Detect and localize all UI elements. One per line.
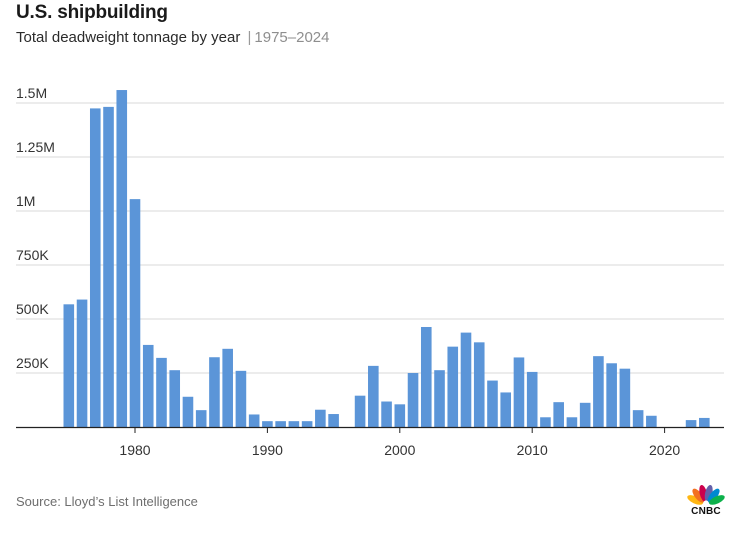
bar-2012 <box>553 402 564 427</box>
bar-1988 <box>235 370 247 427</box>
bar-1975 <box>63 304 75 427</box>
source-note: Source: Lloyd’s List Intelligence <box>16 494 198 509</box>
bar-2023 <box>699 417 710 427</box>
bar-1992 <box>288 421 300 427</box>
bar-1977 <box>89 108 101 428</box>
bar-1990 <box>262 421 273 427</box>
bar-1997 <box>354 395 366 427</box>
bar-2007 <box>487 380 498 427</box>
bar-2008 <box>500 392 512 427</box>
y-tick-label: 500K <box>16 301 49 317</box>
cnbc-logo-text: CNBC <box>691 506 721 517</box>
cnbc-logo: CNBC <box>686 484 726 520</box>
bar-1978 <box>103 106 114 427</box>
bar-2013 <box>566 417 578 427</box>
chart-subtitle: Total deadweight tonnage by year | 1975–2… <box>16 29 330 46</box>
bar-1987 <box>222 348 233 427</box>
bar-2006 <box>473 342 485 427</box>
bar-1994 <box>315 409 326 427</box>
bar-1983 <box>169 370 181 427</box>
bar-1995 <box>328 414 339 427</box>
y-tick-label: 250K <box>16 355 49 371</box>
bar-2009 <box>513 357 525 427</box>
bar-2000 <box>394 404 406 427</box>
x-tick-label: 1980 <box>119 442 150 458</box>
bar-1979 <box>116 90 128 427</box>
bar-2002 <box>420 326 432 427</box>
x-tick-label: 2000 <box>384 442 415 458</box>
bar-2003 <box>434 370 445 427</box>
bar-1999 <box>381 401 392 427</box>
subtitle-separator: | <box>247 29 252 46</box>
peacock-feather <box>709 495 725 505</box>
bar-2005 <box>460 332 472 427</box>
bar-1980 <box>129 199 141 427</box>
x-axis <box>16 426 724 433</box>
bar-2018 <box>632 410 644 427</box>
peacock-feather <box>687 495 703 505</box>
bar-1981 <box>142 344 154 427</box>
peacock-feather <box>692 488 705 503</box>
bar-2019 <box>646 415 657 427</box>
bar-2017 <box>619 368 631 427</box>
x-axis-labels: 1980 1990 2000 2010 2020 <box>119 442 680 458</box>
x-tick-label: 2010 <box>517 442 548 458</box>
y-tick-label: 1.25M <box>16 139 55 155</box>
bar-1976 <box>76 299 88 427</box>
x-tick-label: 1990 <box>252 442 283 458</box>
bar-2001 <box>407 373 419 427</box>
bar-1986 <box>209 357 220 427</box>
chart-title: U.S. shipbuilding <box>16 2 168 23</box>
bar-2011 <box>540 417 551 427</box>
bars <box>63 90 710 428</box>
bar-1993 <box>301 421 313 427</box>
bar-2010 <box>526 371 538 427</box>
y-tick-label: 1.5M <box>16 85 47 101</box>
subtitle-year-range: 1975–2024 <box>254 29 330 46</box>
subtitle-text: Total deadweight tonnage by year <box>16 29 241 46</box>
bar-2004 <box>447 346 459 427</box>
peacock-feather <box>707 488 720 503</box>
bar-chart: 250K 500K 750K 1M 1.25M 1.5M 1980 1990 2000 2010… <box>16 85 724 458</box>
x-tick-label: 2020 <box>649 442 680 458</box>
bar-2022 <box>685 420 697 427</box>
bar-2014 <box>579 402 591 427</box>
bar-2015 <box>593 356 604 427</box>
bar-1985 <box>195 410 207 427</box>
y-axis-labels: 250K 500K 750K 1M 1.25M 1.5M <box>16 85 55 371</box>
y-tick-label: 1M <box>16 193 35 209</box>
peacock-icon <box>687 484 725 506</box>
bar-1989 <box>248 414 260 427</box>
bar-1982 <box>156 357 167 427</box>
bar-1998 <box>368 365 379 427</box>
bar-1991 <box>275 421 286 427</box>
y-tick-label: 750K <box>16 247 49 263</box>
bar-2016 <box>606 363 617 427</box>
bar-1984 <box>182 396 194 427</box>
peacock-center <box>703 500 709 506</box>
